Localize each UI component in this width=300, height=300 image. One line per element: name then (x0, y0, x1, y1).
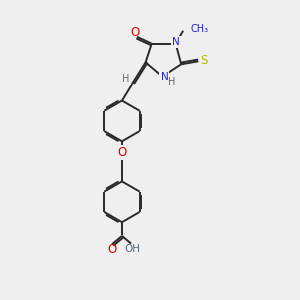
Text: CH₃: CH₃ (190, 24, 208, 34)
Text: O: O (131, 26, 140, 39)
Text: O: O (117, 146, 127, 159)
Text: H: H (168, 77, 175, 87)
Text: O: O (107, 243, 116, 256)
Text: N: N (172, 38, 180, 47)
Text: H: H (122, 74, 130, 84)
Text: S: S (200, 54, 208, 67)
Text: N: N (160, 72, 168, 82)
Text: OH: OH (124, 244, 140, 254)
